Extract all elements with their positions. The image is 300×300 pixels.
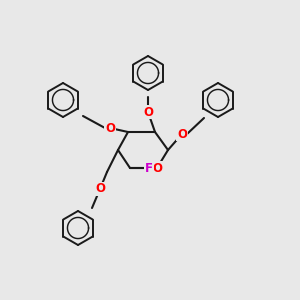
Text: O: O [105, 122, 115, 134]
Text: F: F [145, 161, 153, 175]
Text: O: O [143, 106, 153, 118]
Text: O: O [152, 161, 162, 175]
Text: O: O [177, 128, 187, 140]
Text: O: O [95, 182, 105, 196]
